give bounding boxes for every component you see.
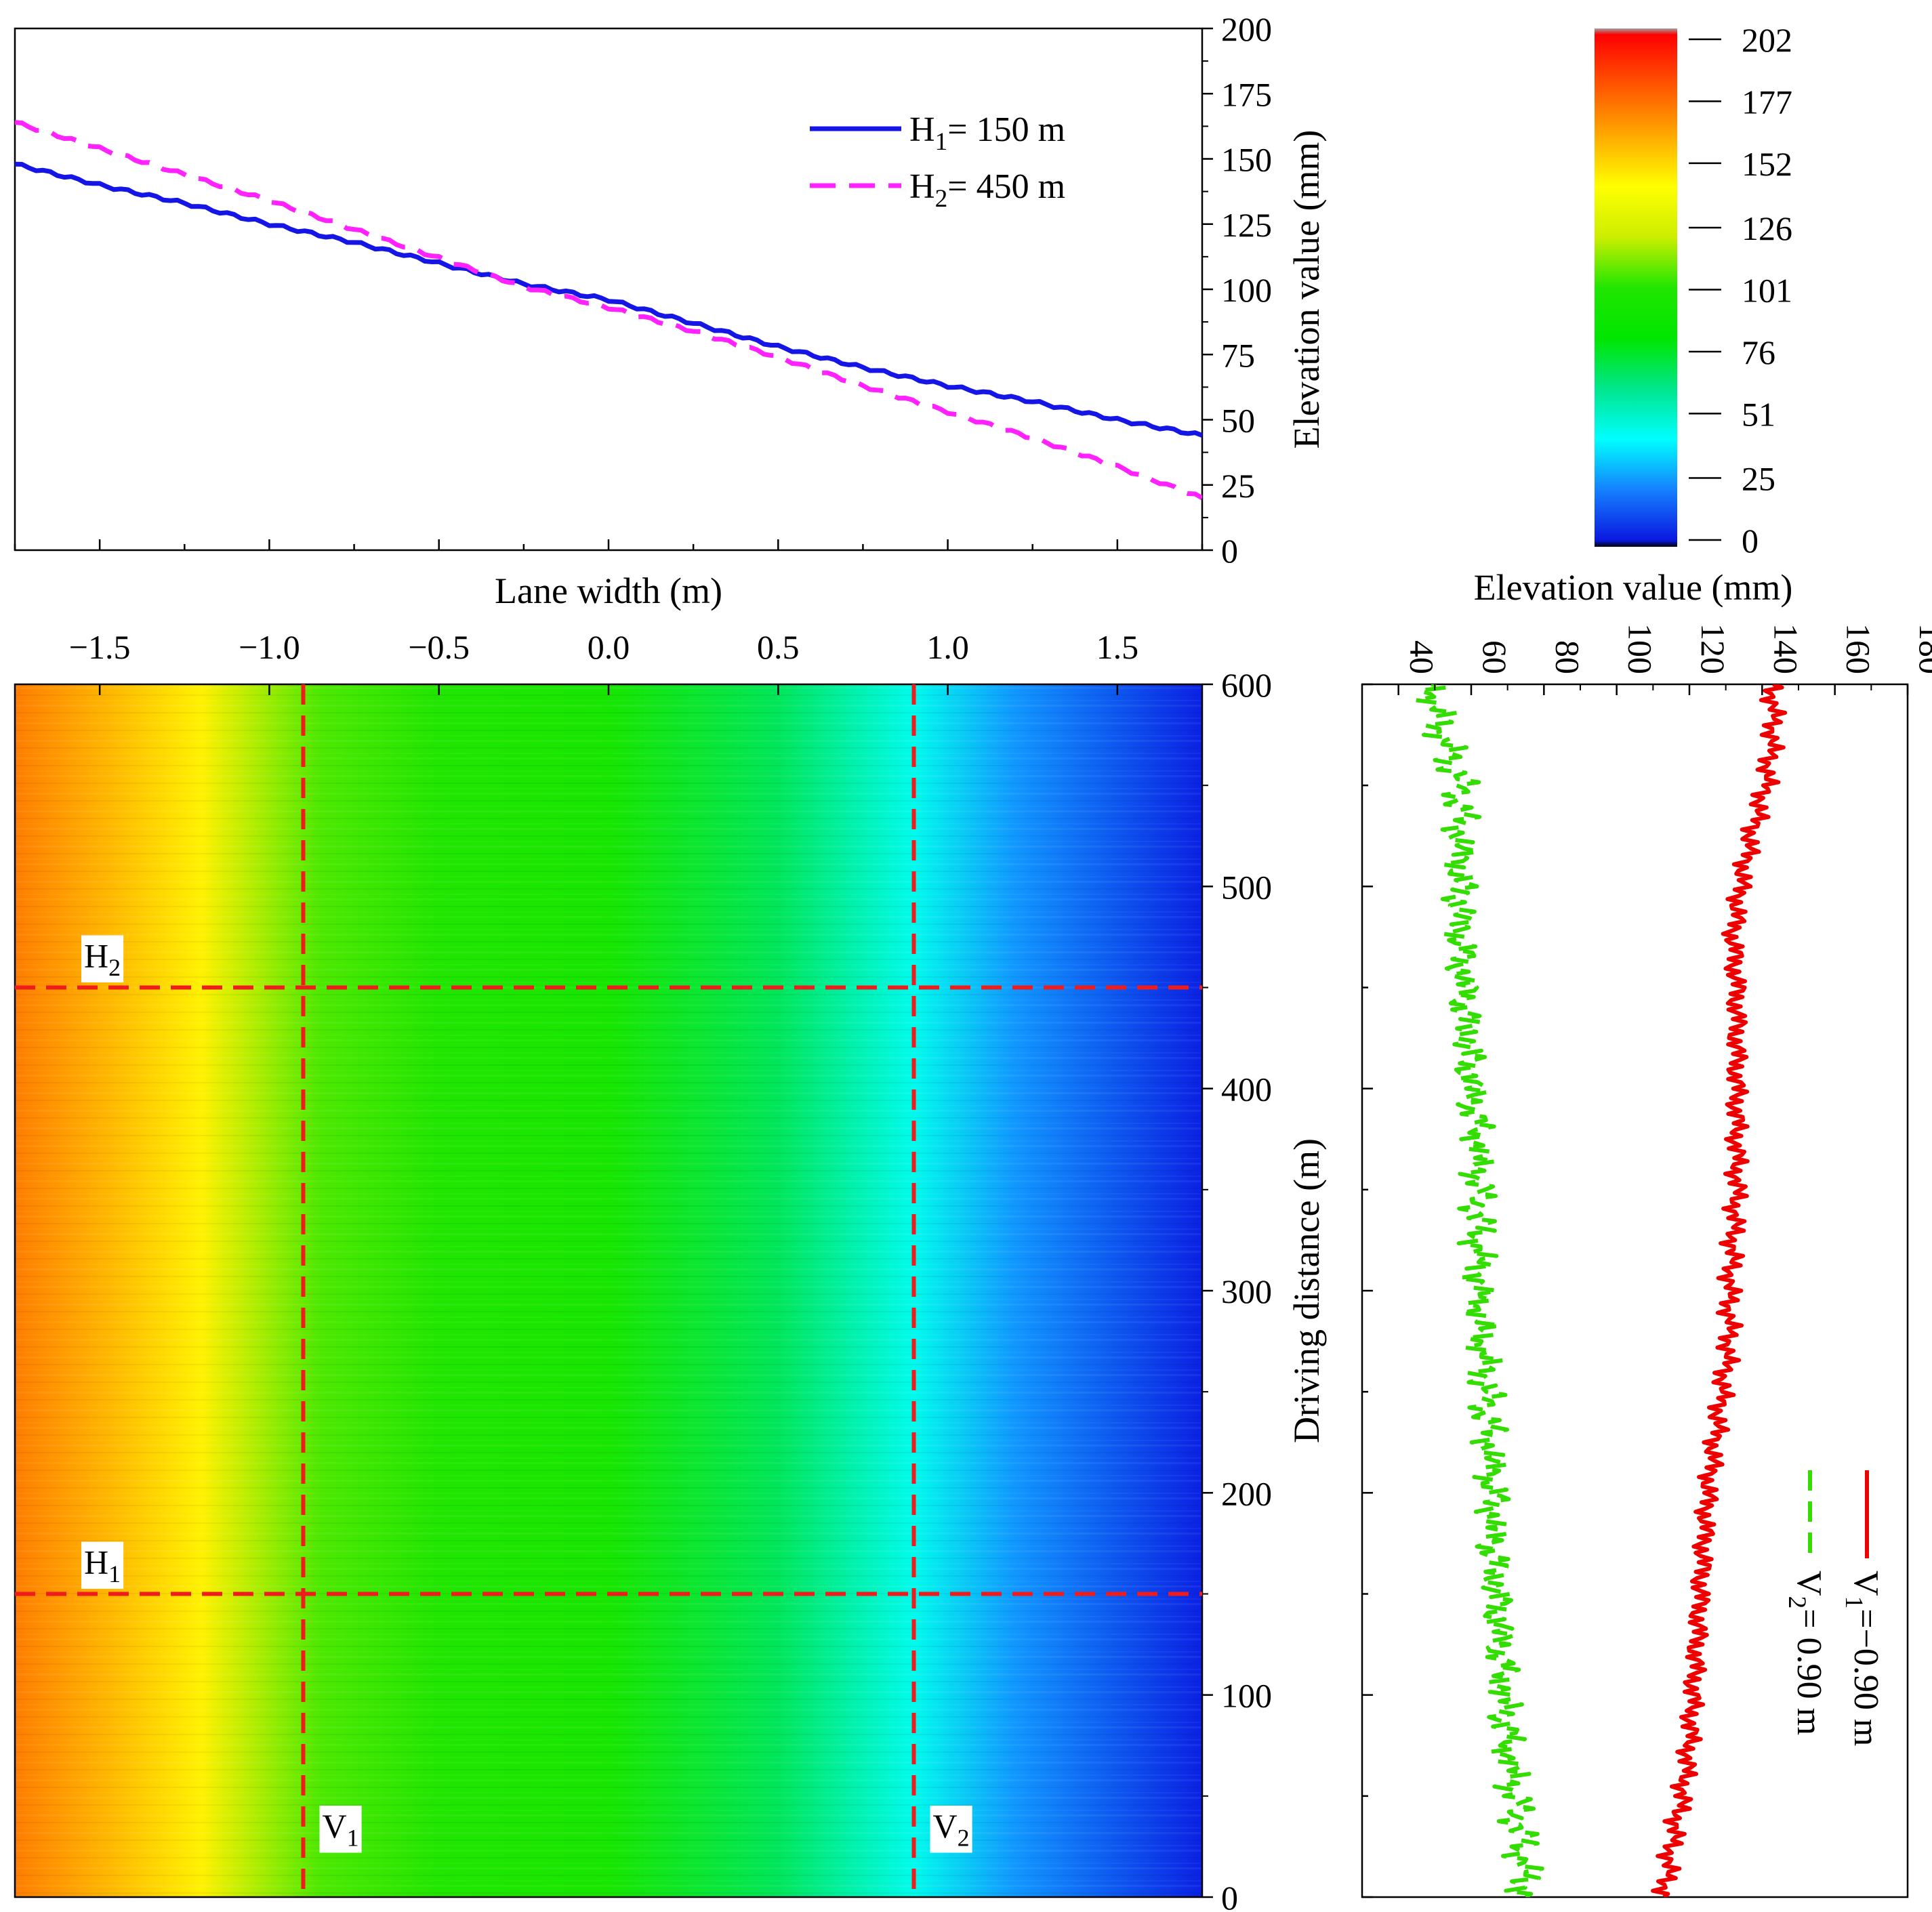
right-x-tick-label: 100 bbox=[1622, 623, 1660, 674]
right-legend-label-2-sub: 2 bbox=[1783, 1596, 1811, 1609]
right-x-tick-label: 140 bbox=[1767, 623, 1805, 674]
reference-label-h2-main: H bbox=[84, 937, 108, 975]
heatmap-y-tick-label: 100 bbox=[1221, 1677, 1272, 1715]
heatmap-y-tick-label: 500 bbox=[1221, 868, 1272, 906]
heatmap-y-tick-label: 300 bbox=[1221, 1272, 1272, 1310]
right-legend-label-2-main: V bbox=[1790, 1571, 1828, 1596]
colorbar-tick-label: 51 bbox=[1742, 395, 1775, 433]
right-legend-label-1-rest: =−0.90 m bbox=[1847, 1608, 1885, 1746]
right-legend-label-2: V2= 0.90 m bbox=[1783, 1571, 1828, 1735]
reference-label-h2: H2 bbox=[81, 935, 124, 982]
top-x-axis-label: Lane width (m) bbox=[495, 570, 722, 611]
reference-label-v1-text: V1 bbox=[322, 1807, 358, 1852]
colorbar-tick-label: 0 bbox=[1742, 522, 1759, 560]
right-x-tick-label: 180 bbox=[1912, 623, 1932, 674]
top-y-tick-label: 200 bbox=[1221, 10, 1272, 48]
reference-label-h2-text: H2 bbox=[84, 937, 121, 982]
top-legend-label-2-sub: 2 bbox=[935, 185, 948, 213]
top-series-line-2 bbox=[15, 120, 1202, 501]
top-legend-label-2-text: H2= 450 m bbox=[909, 167, 1065, 213]
top-y-tick-label: 100 bbox=[1221, 271, 1272, 309]
colorbar-tick-label: 101 bbox=[1742, 272, 1792, 310]
reference-label-v2: V2 bbox=[930, 1806, 972, 1853]
right-series-line-1 bbox=[1651, 684, 1788, 1897]
reference-label-v2-text: V2 bbox=[933, 1807, 970, 1852]
top-y-tick-label: 50 bbox=[1221, 402, 1255, 440]
heatmap-x-tick-label: 1.0 bbox=[926, 628, 969, 666]
top-legend-label-2: H2= 450 m bbox=[909, 167, 1065, 213]
top-legend-label-2-main: H bbox=[909, 167, 935, 206]
top-y-tick-label: 125 bbox=[1221, 206, 1272, 244]
top-y-tick-label: 0 bbox=[1221, 532, 1238, 570]
top-y-axis-label: Elevation value (mm) bbox=[1286, 130, 1327, 449]
right-legend-label-1: V1=−0.90 m bbox=[1840, 1571, 1885, 1746]
right-legend-label-1-sub: 1 bbox=[1840, 1596, 1868, 1609]
colorbar-tick-label: 76 bbox=[1742, 333, 1775, 371]
colorbar-tick-label: 202 bbox=[1742, 21, 1792, 59]
top-plot-frame bbox=[14, 27, 1204, 552]
heatmap-x-tick-label: −0.5 bbox=[408, 628, 470, 666]
top-y-tick-label: 175 bbox=[1221, 75, 1272, 113]
top-series-line-1 bbox=[15, 161, 1202, 438]
reference-label-h1-sub: 1 bbox=[108, 1560, 121, 1587]
top-legend: H1= 150 mH2= 450 m bbox=[810, 110, 1065, 213]
reference-label-v1-bg bbox=[319, 1806, 362, 1853]
reference-label-v2-bg bbox=[930, 1806, 972, 1853]
colorbar-tick-label: 152 bbox=[1742, 145, 1792, 183]
right-series-line-2 bbox=[1413, 684, 1544, 1897]
top-y-tick-label: 25 bbox=[1221, 467, 1255, 505]
heatmap-texture bbox=[15, 684, 1202, 1897]
right-x-axis-label: Elevation value (mm) bbox=[1474, 567, 1793, 608]
longitudinal-profile-chart: 40 60 80 100 120 140 160 180 Elevation value (m… bbox=[1361, 567, 1932, 1898]
heatmap-x-tick-label: −1.5 bbox=[69, 628, 131, 666]
reference-label-h1: H1 bbox=[81, 1541, 124, 1589]
heatmap-y-tick-label: 400 bbox=[1221, 1071, 1272, 1108]
right-x-tick-label: 60 bbox=[1476, 640, 1514, 674]
heatmap-y-tick-label: 0 bbox=[1221, 1879, 1238, 1912]
top-legend-label-1-sub: 1 bbox=[935, 128, 948, 156]
heatmap-x-tick-label: 0.0 bbox=[588, 628, 630, 666]
top-profile-chart: 0 25 50 75 100 125 150 175 200 Lane width (m) El… bbox=[14, 10, 1327, 611]
top-legend-label-1-text: H1= 150 m bbox=[909, 110, 1065, 156]
reference-label-v2-sub: 2 bbox=[958, 1825, 970, 1852]
heatmap-x-tick-label: 1.5 bbox=[1096, 628, 1139, 666]
reference-label-h1-text: H1 bbox=[84, 1543, 121, 1588]
reference-label-v2-main: V bbox=[933, 1807, 958, 1845]
right-legend-label-2-text: V2= 0.90 m bbox=[1783, 1571, 1828, 1735]
reference-label-v1: V1 bbox=[319, 1806, 362, 1853]
top-legend-label-1-rest: = 150 m bbox=[947, 110, 1065, 149]
colorbar: 0 25 51 76 101 126 152 177 202 bbox=[1595, 21, 1792, 560]
colorbar-fill bbox=[1595, 28, 1677, 547]
colorbar-tick-label: 126 bbox=[1742, 209, 1792, 247]
reference-label-h2-sub: 2 bbox=[108, 954, 121, 981]
right-legend: V1=−0.90 mV2= 0.90 m bbox=[1783, 1470, 1885, 1746]
right-legend-label-2-rest: = 0.90 m bbox=[1790, 1608, 1828, 1735]
top-legend-label-1-main: H bbox=[909, 110, 935, 149]
right-x-tick-label: 120 bbox=[1694, 623, 1732, 674]
reference-label-h1-bg bbox=[81, 1541, 124, 1589]
right-x-tick-label: 80 bbox=[1548, 640, 1586, 674]
heatmap-x-tick-label: −1.0 bbox=[239, 628, 300, 666]
top-y-tick-label: 75 bbox=[1221, 336, 1255, 374]
top-y-tick-label: 150 bbox=[1221, 141, 1272, 179]
reference-label-v1-sub: 1 bbox=[347, 1825, 359, 1852]
heatmap-y-tick-label: 600 bbox=[1221, 666, 1272, 704]
heatmap-y-axis-label: Driving distance (m) bbox=[1286, 1138, 1327, 1443]
right-legend-label-1-main: V bbox=[1847, 1571, 1885, 1596]
reference-label-h2-bg bbox=[81, 935, 124, 982]
top-legend-label-1: H1= 150 m bbox=[909, 110, 1065, 156]
right-legend-label-1-text: V1=−0.90 m bbox=[1840, 1571, 1885, 1746]
colorbar-tick-label: 177 bbox=[1742, 83, 1792, 121]
right-x-tick-label: 40 bbox=[1403, 640, 1441, 674]
heatmap-y-tick-label: 200 bbox=[1221, 1474, 1272, 1512]
colorbar-tick-label: 25 bbox=[1742, 460, 1775, 498]
right-x-tick-label: 160 bbox=[1840, 623, 1878, 674]
heatmap-x-tick-label: 0.5 bbox=[757, 628, 800, 666]
reference-label-v1-main: V bbox=[322, 1807, 346, 1845]
top-legend-label-2-rest: = 450 m bbox=[947, 167, 1065, 206]
reference-label-h1-main: H bbox=[84, 1543, 108, 1581]
